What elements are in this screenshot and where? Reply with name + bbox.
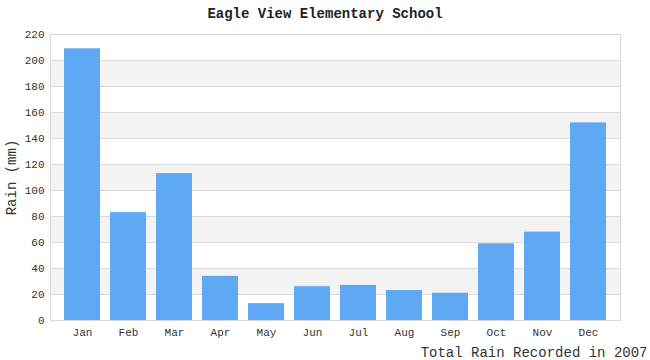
svg-text:Jan: Jan — [73, 327, 93, 339]
svg-text:Apr: Apr — [211, 327, 231, 339]
svg-text:220: 220 — [25, 29, 45, 41]
svg-text:Sep: Sep — [441, 327, 461, 339]
svg-text:0: 0 — [38, 315, 45, 327]
svg-text:May: May — [257, 327, 277, 339]
svg-text:Nov: Nov — [533, 327, 553, 339]
svg-text:Jul: Jul — [349, 327, 369, 339]
svg-text:160: 160 — [25, 107, 45, 119]
svg-text:40: 40 — [31, 263, 44, 275]
svg-text:20: 20 — [31, 289, 44, 301]
svg-text:180: 180 — [25, 81, 45, 93]
svg-text:140: 140 — [25, 133, 45, 145]
svg-text:Jun: Jun — [303, 327, 323, 339]
svg-text:Dec: Dec — [579, 327, 599, 339]
svg-text:100: 100 — [25, 185, 45, 197]
svg-text:60: 60 — [31, 237, 44, 249]
html-text:Eagle View Elementary School: Eagle View Elementary School — [207, 6, 443, 22]
svg-text:80: 80 — [31, 211, 44, 223]
svg-text:200: 200 — [25, 55, 45, 67]
svg-text:Feb: Feb — [119, 327, 139, 339]
svg-text:120: 120 — [25, 159, 45, 171]
svg-text:Rain (mm): Rain (mm) — [4, 140, 20, 216]
svg-text:Mar: Mar — [165, 327, 185, 339]
svg-text:Total Rain Recorded in 2007: Total Rain Recorded in 2007 — [421, 345, 648, 360]
svg-text:Aug: Aug — [395, 327, 415, 339]
svg-text:Oct: Oct — [487, 327, 507, 339]
